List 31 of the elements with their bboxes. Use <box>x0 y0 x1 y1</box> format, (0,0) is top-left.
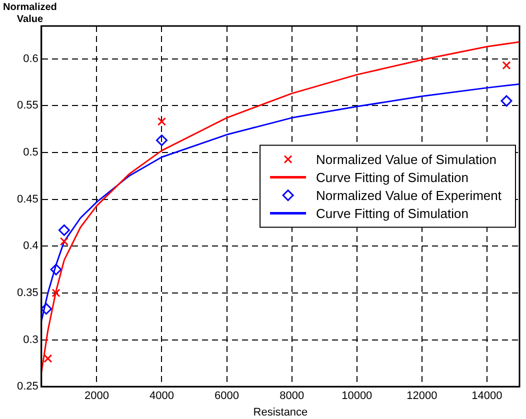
y-tick-label: 0.4 <box>23 240 38 252</box>
x-tick-label: 4000 <box>150 390 174 402</box>
y-tick-label: 0.35 <box>16 286 38 299</box>
point <box>500 95 512 107</box>
legend-label: Normalized Value of Experiment <box>316 188 502 203</box>
point <box>58 224 70 236</box>
point <box>41 303 52 315</box>
y-tick-label: 0.45 <box>16 193 38 206</box>
y-tick-label: 0.55 <box>16 100 38 112</box>
x-tick-label: 14000 <box>472 390 502 402</box>
legend-label: Curve Fitting of Simulation <box>316 206 468 221</box>
y-tick-label: 0.6 <box>23 52 38 65</box>
point <box>60 237 68 246</box>
x-tick-label: 8000 <box>280 390 304 402</box>
legend-label: Curve Fitting of Simulation <box>316 170 468 185</box>
x-tick-label: 10000 <box>342 390 372 402</box>
x-tick-label: 12000 <box>406 390 438 402</box>
legend-label: Normalized Value of Simulation <box>316 152 496 167</box>
point <box>157 117 166 126</box>
point <box>156 134 168 146</box>
point <box>50 264 62 276</box>
x-axis-title: Resistance <box>253 406 308 418</box>
x-tick-label: 6000 <box>214 390 240 402</box>
y-axis-title: Normalized Value <box>3 2 57 25</box>
x-tick-label: 2000 <box>84 390 109 402</box>
point <box>52 288 60 298</box>
y-tick-label: 0.3 <box>23 334 38 346</box>
y-tick-label: 0.25 <box>16 380 38 393</box>
point <box>502 61 511 70</box>
point <box>44 354 52 363</box>
y-tick-label: 0.5 <box>23 146 38 158</box>
